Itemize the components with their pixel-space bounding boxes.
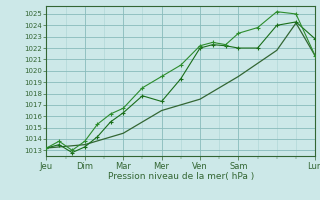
X-axis label: Pression niveau de la mer( hPa ): Pression niveau de la mer( hPa ) [108, 172, 254, 181]
